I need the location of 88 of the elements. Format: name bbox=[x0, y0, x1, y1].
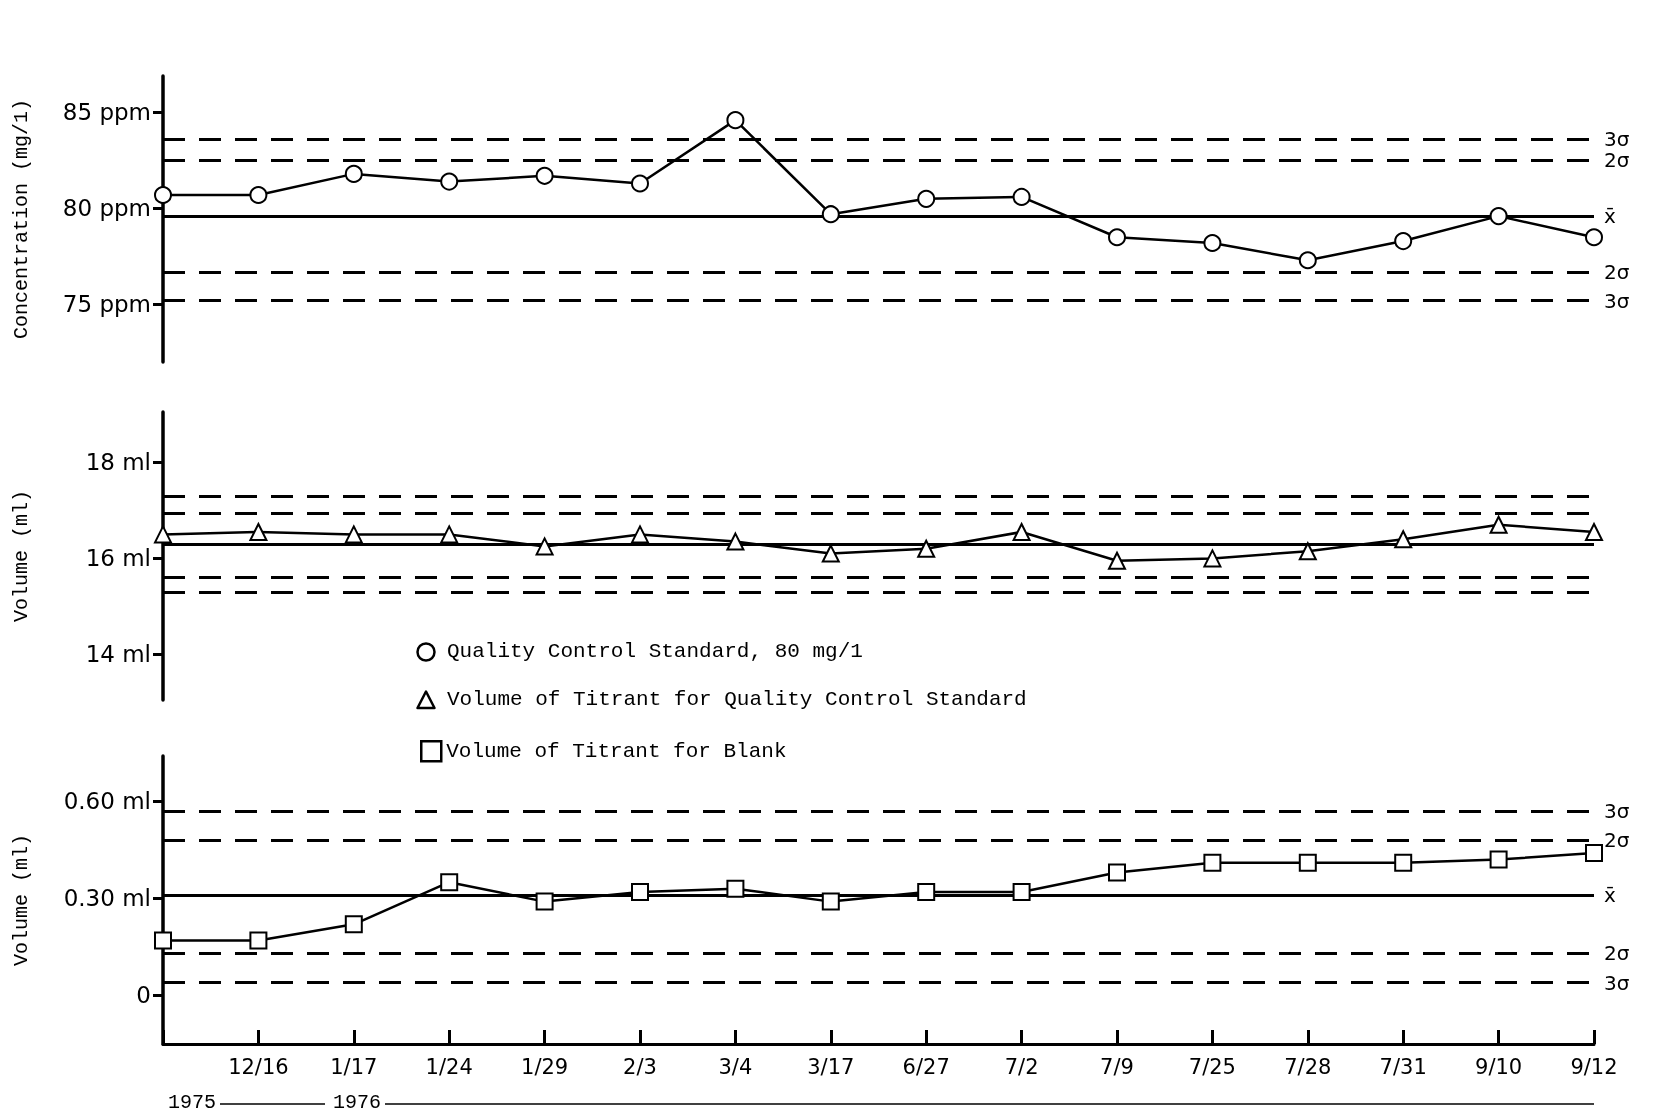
legend-label: Quality Control Standard, 80 mg/1 bbox=[447, 640, 863, 663]
point bbox=[1108, 228, 1126, 247]
ref-line-label: 2σ bbox=[1604, 259, 1630, 284]
y-tick-label: 80 ppm bbox=[62, 195, 151, 222]
point bbox=[821, 205, 840, 224]
x-tick-label: 9/10 bbox=[1475, 1054, 1523, 1079]
x-tick-label: 1/29 bbox=[521, 1054, 569, 1079]
x-tick-label: 7/9 bbox=[1100, 1054, 1134, 1079]
point bbox=[917, 882, 936, 901]
x-tick-label: 3/4 bbox=[718, 1054, 753, 1079]
y-axis-title: Concentration (mg/1) bbox=[9, 98, 33, 340]
point bbox=[1394, 232, 1413, 251]
y-tick-label: 75 ppm bbox=[62, 291, 151, 318]
ref-line-label: 3σ bbox=[1604, 288, 1630, 313]
point bbox=[1298, 542, 1317, 561]
y-tick-label: 0.60 ml bbox=[63, 788, 151, 815]
point bbox=[1394, 853, 1413, 872]
point bbox=[344, 915, 363, 934]
x-tick-label: 6/27 bbox=[902, 1054, 950, 1079]
point bbox=[1489, 515, 1508, 534]
point bbox=[821, 544, 840, 563]
point bbox=[249, 931, 268, 950]
y-axis-title: Volume (ml) bbox=[9, 833, 33, 967]
x-tick-label: 1/17 bbox=[330, 1054, 378, 1079]
point bbox=[726, 532, 745, 551]
point bbox=[249, 523, 268, 541]
y-tick-label: 0 bbox=[136, 982, 151, 1009]
legend-label: Volume of Titrant for Blank bbox=[446, 739, 787, 763]
point bbox=[1298, 251, 1317, 270]
text: Volume of Titrant for Quality Control Standard bbox=[447, 688, 1027, 711]
x-tick-label: 7/31 bbox=[1379, 1054, 1427, 1079]
point bbox=[1203, 549, 1222, 568]
point bbox=[1489, 207, 1508, 226]
point bbox=[1585, 228, 1603, 247]
y-tick-label: 0.30 ml bbox=[63, 885, 151, 912]
y-tick-label: 16 ml bbox=[85, 545, 151, 572]
point bbox=[344, 525, 363, 544]
ref-line-label: 2σ bbox=[1604, 941, 1630, 966]
x-tick-label: 3/17 bbox=[807, 1054, 855, 1079]
point bbox=[1585, 844, 1603, 863]
point bbox=[1108, 551, 1126, 570]
point bbox=[821, 892, 840, 911]
point bbox=[631, 882, 649, 901]
x-tick-label: 2/3 bbox=[623, 1054, 657, 1079]
point bbox=[917, 539, 936, 558]
x-tick-label: 1/24 bbox=[425, 1054, 473, 1079]
point bbox=[1108, 863, 1126, 882]
point bbox=[1394, 530, 1413, 549]
ref-line-label: 3σ bbox=[1604, 970, 1630, 995]
ref-line-label: 2σ bbox=[1604, 828, 1630, 853]
point bbox=[344, 164, 363, 183]
point bbox=[535, 892, 554, 911]
x-tick-label: 12/16 bbox=[228, 1054, 289, 1079]
text: 1976 bbox=[333, 1090, 382, 1108]
point bbox=[631, 525, 649, 544]
point bbox=[440, 873, 459, 892]
x-tick-label: 7/28 bbox=[1284, 1054, 1332, 1079]
point bbox=[631, 174, 649, 193]
point bbox=[154, 186, 172, 204]
point bbox=[1012, 882, 1031, 901]
point bbox=[917, 189, 936, 208]
x-tick-label: 7/2 bbox=[1004, 1054, 1039, 1079]
text: 1975 bbox=[168, 1090, 217, 1108]
x-tick-label: 9/12 bbox=[1570, 1054, 1618, 1079]
point bbox=[154, 525, 172, 544]
point bbox=[535, 166, 554, 185]
ref-line-label: 3σ bbox=[1604, 799, 1630, 824]
point bbox=[535, 537, 554, 556]
point bbox=[1489, 850, 1508, 869]
point bbox=[154, 931, 172, 950]
point bbox=[726, 111, 745, 130]
point bbox=[1012, 523, 1031, 541]
point bbox=[440, 525, 459, 544]
ref-line-label: x̄ bbox=[1604, 204, 1616, 229]
y-tick-label: 14 ml bbox=[85, 641, 151, 668]
point bbox=[726, 879, 745, 898]
point bbox=[1012, 187, 1031, 206]
point bbox=[1298, 853, 1317, 872]
point bbox=[440, 172, 459, 191]
point bbox=[1203, 234, 1222, 252]
ref-line-label: x̄ bbox=[1604, 883, 1616, 908]
x-tick-label: 7/25 bbox=[1188, 1054, 1236, 1079]
y-tick-label: 85 ppm bbox=[62, 99, 151, 126]
point bbox=[1203, 853, 1222, 872]
y-axis-title: Volume (ml) bbox=[9, 489, 33, 623]
y-tick-label: 18 ml bbox=[85, 449, 151, 476]
point bbox=[249, 186, 268, 204]
point bbox=[1585, 523, 1603, 541]
